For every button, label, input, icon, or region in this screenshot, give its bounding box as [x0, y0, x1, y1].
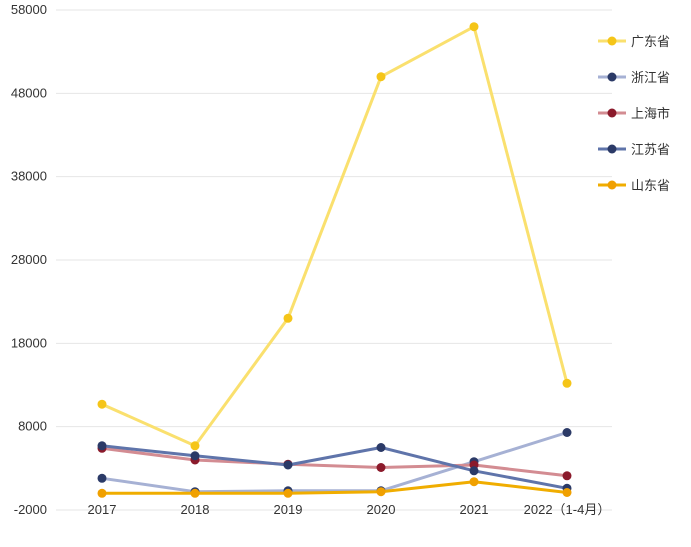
y-tick-label: 58000: [11, 2, 47, 17]
legend-item[interactable]: 浙江省: [598, 70, 670, 85]
series-lines: [97, 22, 572, 498]
x-tick-label: 2020: [367, 502, 396, 517]
series-line: [100, 444, 569, 490]
y-tick-label: -2000: [14, 502, 47, 517]
data-point[interactable]: [469, 466, 479, 476]
legend-marker-icon: [607, 180, 617, 190]
y-tick-label: 18000: [11, 335, 47, 350]
data-point[interactable]: [97, 399, 107, 409]
series-line: [100, 25, 569, 448]
legend-label: 山东省: [631, 178, 670, 193]
data-point[interactable]: [190, 451, 200, 461]
x-tick-label: 2022（1-4月）: [524, 502, 611, 517]
y-axis-ticks: -2000 8000 18000 28000 38000 48000 58000: [11, 2, 47, 517]
legend-label: 上海市: [631, 106, 670, 121]
legend-marker-icon: [607, 108, 617, 118]
data-point[interactable]: [283, 460, 293, 470]
series-4: [97, 477, 572, 498]
x-tick-label: 2018: [181, 502, 210, 517]
legend-item[interactable]: 山东省: [598, 178, 670, 193]
data-point[interactable]: [469, 22, 479, 32]
data-point[interactable]: [283, 313, 293, 323]
data-point[interactable]: [562, 471, 572, 481]
legend-marker-icon: [607, 72, 617, 82]
x-tick-label: 2019: [274, 502, 303, 517]
data-point[interactable]: [562, 428, 572, 437]
legend-label: 江苏省: [631, 142, 670, 157]
legend-label: 广东省: [631, 34, 670, 49]
legend-marker-icon: [607, 144, 617, 154]
legend-marker-icon: [607, 36, 617, 46]
series-line: [100, 480, 569, 495]
data-point[interactable]: [376, 487, 386, 497]
data-point[interactable]: [376, 72, 386, 82]
data-point[interactable]: [283, 488, 293, 498]
legend-item[interactable]: 上海市: [598, 106, 670, 121]
x-axis-ticks: 2017 2018 2019 2020 2021 2022（1-4月）: [88, 502, 611, 517]
series-line: [100, 446, 569, 478]
data-point[interactable]: [562, 378, 572, 388]
legend-item[interactable]: 江苏省: [598, 142, 670, 157]
data-point[interactable]: [562, 488, 572, 497]
y-tick-label: 48000: [11, 85, 47, 100]
x-tick-label: 2017: [88, 502, 117, 517]
data-point[interactable]: [190, 488, 200, 498]
legend-item[interactable]: 广东省: [598, 34, 670, 49]
y-tick-label: 8000: [18, 419, 47, 434]
data-point[interactable]: [97, 488, 107, 498]
y-tick-label: 38000: [11, 169, 47, 184]
data-point[interactable]: [97, 441, 107, 451]
grid-lines: [56, 9, 612, 511]
data-point[interactable]: [376, 463, 386, 472]
series-line: [100, 431, 569, 494]
data-point[interactable]: [97, 473, 107, 483]
legend-label: 浙江省: [631, 70, 670, 85]
data-point[interactable]: [190, 441, 200, 451]
x-tick-label: 2021: [460, 502, 489, 517]
y-tick-label: 28000: [11, 252, 47, 267]
data-point[interactable]: [469, 477, 479, 487]
series-0: [97, 22, 572, 451]
data-point[interactable]: [376, 443, 386, 452]
